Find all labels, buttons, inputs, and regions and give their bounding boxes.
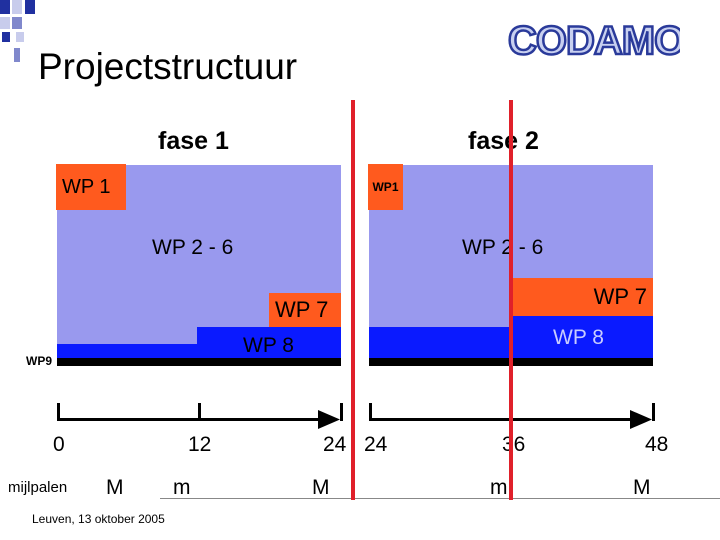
phase-2-wp8-band-top bbox=[512, 316, 653, 328]
phase-1-header: fase 1 bbox=[158, 127, 229, 155]
tick-24a bbox=[340, 403, 343, 421]
phase-1-wp8-band bbox=[197, 327, 341, 358]
tick-label-24a: 24 bbox=[323, 433, 347, 456]
codamos-logo: CODAMOS bbox=[507, 18, 680, 65]
axis-phase-2 bbox=[369, 418, 639, 421]
tick-24b bbox=[369, 403, 372, 421]
phase-1-wp8-label: WP 8 bbox=[243, 334, 294, 357]
milestones-label: mijlpalen bbox=[8, 479, 68, 496]
milestone-0: M bbox=[106, 476, 124, 499]
phase-1-wp9-stripe bbox=[57, 358, 341, 366]
phase-2-wp1-box: WP1 bbox=[368, 164, 403, 210]
phase-1-wp1-box: WP 1 bbox=[56, 164, 126, 210]
arrow-head-icon bbox=[630, 410, 652, 429]
tick-12 bbox=[198, 403, 201, 421]
tick-label-0: 0 bbox=[53, 433, 65, 456]
arrow-head-icon bbox=[318, 410, 340, 429]
milestone-36: m bbox=[490, 476, 508, 499]
tick-48 bbox=[652, 403, 655, 421]
phase-1-wp7-box: WP 7 bbox=[269, 293, 341, 327]
tick-label-24b: 24 bbox=[364, 433, 388, 456]
phase-1-wp2-6-label: WP 2 - 6 bbox=[152, 236, 234, 259]
phase-2-header: fase 2 bbox=[468, 127, 539, 155]
milestone-48: M bbox=[633, 476, 651, 499]
logo-text: CODAMOS bbox=[508, 19, 680, 63]
phase-1-wp8-band-left bbox=[57, 344, 199, 358]
tick-label-48: 48 bbox=[645, 433, 669, 456]
slide-title: Projectstructuur bbox=[38, 46, 298, 87]
phase-boundary-marker bbox=[351, 100, 355, 500]
footer-date: Leuven, 13 oktober 2005 bbox=[32, 512, 165, 526]
tick-label-36: 36 bbox=[502, 433, 526, 456]
tick-0 bbox=[57, 403, 60, 421]
divider-line bbox=[160, 498, 720, 499]
phase-1-wp9-label: WP9 bbox=[26, 354, 53, 368]
axis-phase-1 bbox=[57, 418, 327, 421]
midpoint-marker bbox=[509, 100, 513, 500]
milestone-24: M bbox=[312, 476, 330, 499]
phase-2-wp7-box: WP 7 bbox=[512, 278, 653, 316]
milestone-12: m bbox=[173, 476, 191, 499]
phase-2-wp8-label: WP 8 bbox=[553, 326, 604, 349]
tick-label-12: 12 bbox=[188, 433, 212, 456]
phase-2-wp2-6-label: WP 2 - 6 bbox=[462, 236, 544, 259]
